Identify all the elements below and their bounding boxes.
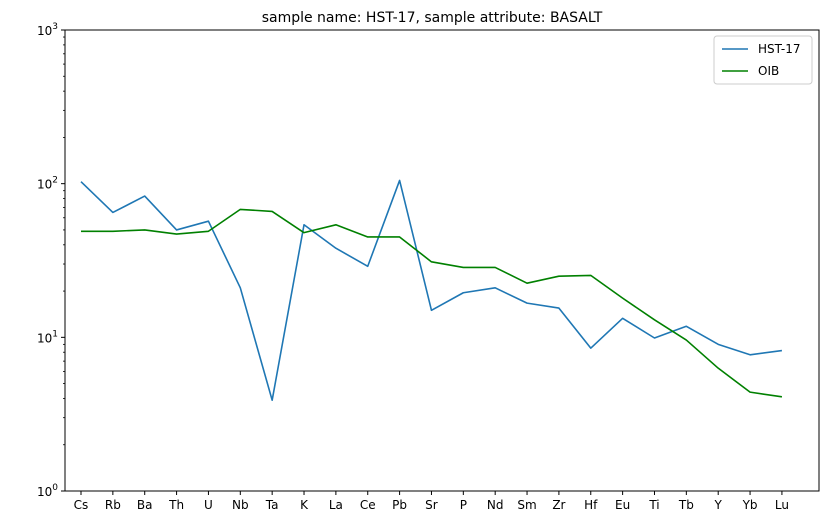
x-tick-label: Tb [678,498,694,512]
x-tick-label: Cs [74,498,89,512]
y-tick-label: 100 [37,483,58,499]
legend-box [713,35,813,85]
x-tick-label: Lu [775,498,789,512]
x-tick-label: K [300,498,309,512]
x-tick-label: Eu [615,498,630,512]
x-tick-label: Ti [648,498,659,512]
axes-frame [64,29,820,492]
x-tick-label: Y [714,498,723,512]
x-tick-label: Th [168,498,184,512]
series-line-hst-17 [80,179,783,401]
x-tick-label: Sr [425,498,438,512]
x-tick-label: Yb [742,498,758,512]
y-tick-label: 102 [37,176,58,192]
plot-lines [80,179,783,401]
x-tick-label: Rb [105,498,121,512]
x-tick-label: Nb [232,498,249,512]
x-tick-label: Ba [137,498,153,512]
x-tick-label: P [460,498,467,512]
x-tick-label: Zr [552,498,565,512]
x-tick-label: Sm [517,498,536,512]
series-line-oib [81,208,783,398]
y-axis: 100 101 102 103 [37,22,65,499]
x-tick-label: Hf [584,498,598,512]
x-tick-label: Ta [265,498,279,512]
x-tick-label: Ce [360,498,376,512]
y-tick-label: 101 [37,329,58,345]
legend: HST-17 OIB [713,35,813,85]
x-tick-label: Pb [392,498,407,512]
x-axis: Cs Rb Ba Th U Nb Ta K La Ce Pb Sr P Nd Sm Zr Hf Eu Ti Tb Y Yb… [74,491,789,512]
y-tick-label: 103 [37,22,58,38]
x-tick-label: U [204,498,213,512]
legend-label: HST-17 [758,42,800,56]
x-tick-label: La [329,498,343,512]
chart-title: sample name: HST-17, sample attribute: B… [262,10,603,26]
x-tick-label: Nd [487,498,504,512]
legend-label: OIB [758,64,779,78]
